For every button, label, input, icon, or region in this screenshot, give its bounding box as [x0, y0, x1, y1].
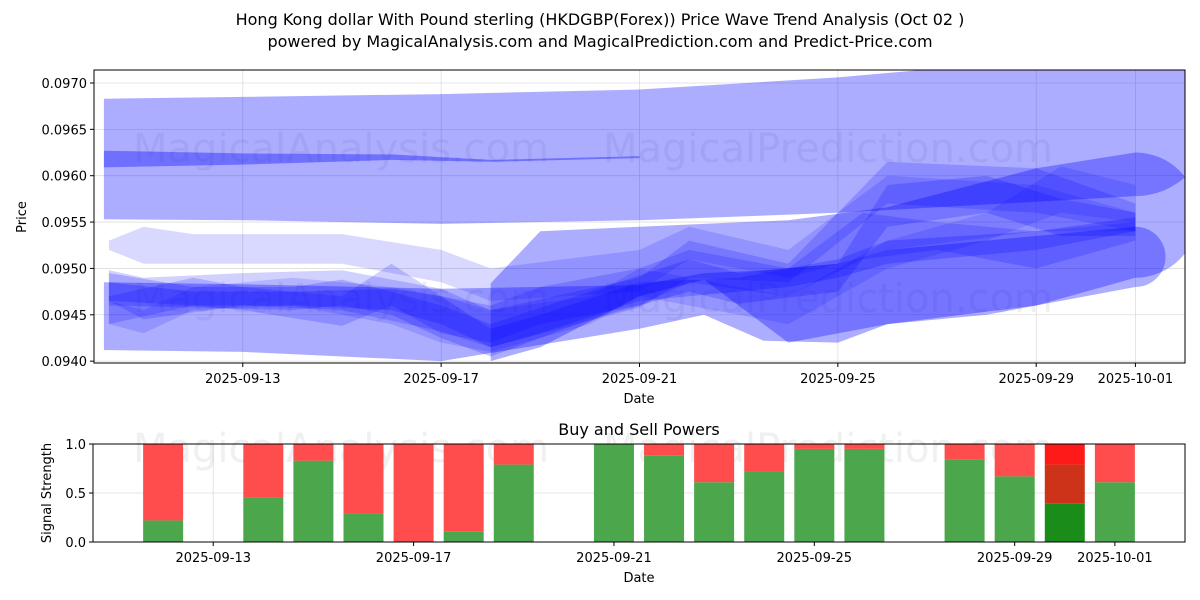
wave-band-lower-wide-band [103, 226, 1166, 362]
buy-bar [1044, 503, 1085, 542]
y-tick-label: 0.0 [65, 536, 86, 551]
y-tick-label: 0.0955 [42, 216, 88, 231]
buy-bar [143, 520, 184, 542]
price-wave-chart: MagicalAnalysis.com MagicalPrediction.co… [15, 69, 1186, 407]
sell-bar [794, 444, 835, 449]
x-tick-label: 2025-09-21 [576, 551, 652, 566]
wave-band-mid-wide-band [490, 152, 1185, 362]
sell-bar [443, 444, 484, 532]
sell-bar [694, 444, 735, 483]
buy-bar [694, 482, 735, 542]
sell-bar-overlap [1044, 464, 1085, 504]
buy-bar [593, 444, 634, 542]
lower-chart-title: Buy and Sell Powers [558, 420, 720, 439]
y-tick-label: 0.5 [65, 487, 86, 502]
wave-band-wave-2 [108, 161, 1136, 348]
x-tick-label: 2025-09-25 [777, 551, 853, 566]
x-tick-label: 2025-09-29 [977, 551, 1053, 566]
buy-bar [343, 513, 384, 542]
chart-subtitle: powered by MagicalAnalysis.com and Magic… [267, 32, 933, 51]
buy-bar [443, 531, 484, 542]
wave-band-wave-6 [108, 166, 1136, 352]
buy-bar [844, 448, 885, 542]
buy-bar [644, 455, 685, 542]
x-tick-label: 2025-09-13 [175, 551, 251, 566]
watermark-text: MagicalAnalysis.com [133, 276, 549, 322]
sell-bar [644, 444, 685, 456]
upper-watermarks: MagicalAnalysis.com MagicalPrediction.co… [133, 126, 1053, 322]
buy-bar [744, 471, 785, 542]
lower-y-axis-label: Signal Strength [40, 443, 55, 543]
sell-bar [243, 444, 284, 498]
x-tick-label: 2025-10-01 [1098, 372, 1174, 387]
sell-bar [293, 444, 334, 461]
buy-sell-bars [143, 444, 1135, 542]
sell-bar [143, 444, 184, 521]
y-tick-label: 0.0965 [42, 123, 88, 138]
sell-bar [343, 444, 384, 514]
watermark-text: MagicalPrediction.com [603, 126, 1053, 172]
watermark-text: MagicalAnalysis.com [133, 426, 549, 472]
buy-bar [794, 448, 835, 542]
chart-title: Hong Kong dollar With Pound sterling (HK… [235, 10, 965, 29]
x-tick-label: 2025-10-01 [1077, 551, 1153, 566]
y-tick-label: 0.0945 [42, 309, 88, 324]
y-tick-label: 0.0960 [42, 170, 88, 185]
x-tick-label: 2025-09-25 [800, 372, 876, 387]
sell-bar [1044, 444, 1085, 465]
y-tick-label: 0.0940 [42, 355, 88, 370]
x-tick-label: 2025-09-13 [205, 372, 281, 387]
buy-bar [944, 459, 985, 542]
buy-bar [994, 476, 1035, 542]
x-tick-label: 2025-09-17 [376, 551, 452, 566]
sell-bar [944, 444, 985, 460]
wave-band-wave-1 [108, 175, 1136, 301]
sell-bar [744, 444, 785, 472]
upper-y-ticks: 0.0940 0.0945 0.0950 0.0955 0.0960 0.0965 0.09… [42, 77, 94, 370]
watermark-text: MagicalPrediction.com [603, 276, 1053, 322]
wave-band-wave-3 [108, 175, 1136, 357]
buy-bar [493, 464, 534, 542]
wave-band-upper-thin-band [103, 150, 640, 168]
lower-x-ticks: 2025-09-13 2025-09-17 2025-09-21 2025-09-25… [175, 542, 1153, 566]
buy-bar [243, 497, 284, 542]
buy-bar [293, 460, 334, 542]
y-tick-label: 0.0970 [42, 77, 88, 92]
x-tick-label: 2025-09-21 [602, 372, 678, 387]
wave-band-wave-4 [108, 217, 1136, 348]
upper-y-axis-label: Price [15, 201, 30, 233]
sell-bar [393, 444, 434, 542]
sell-bar [493, 444, 534, 465]
y-tick-label: 1.0 [65, 438, 86, 453]
sell-bar [844, 444, 885, 449]
wave-band-wave-5 [108, 212, 1136, 343]
upper-x-ticks: 2025-09-13 2025-09-17 2025-09-21 2025-09-25… [205, 363, 1173, 387]
buy-bar [1094, 482, 1135, 542]
upper-x-axis-label: Date [623, 392, 654, 407]
buy-sell-chart: Buy and Sell Powers MagicalAnalysis.com … [40, 420, 1186, 586]
x-tick-label: 2025-09-17 [403, 372, 479, 387]
x-tick-label: 2025-09-29 [998, 372, 1074, 387]
watermark-text: MagicalAnalysis.com [133, 126, 549, 172]
sell-bar [994, 444, 1035, 477]
sell-bar [1094, 444, 1135, 483]
wave-band-upper-wide-band [103, 70, 1185, 224]
upper-grid [94, 70, 1185, 363]
wave-bands [103, 70, 1185, 362]
lower-x-axis-label: Date [623, 571, 654, 586]
y-tick-label: 0.0950 [42, 262, 88, 277]
lower-y-ticks: 0.0 0.5 1.0 [65, 438, 93, 551]
